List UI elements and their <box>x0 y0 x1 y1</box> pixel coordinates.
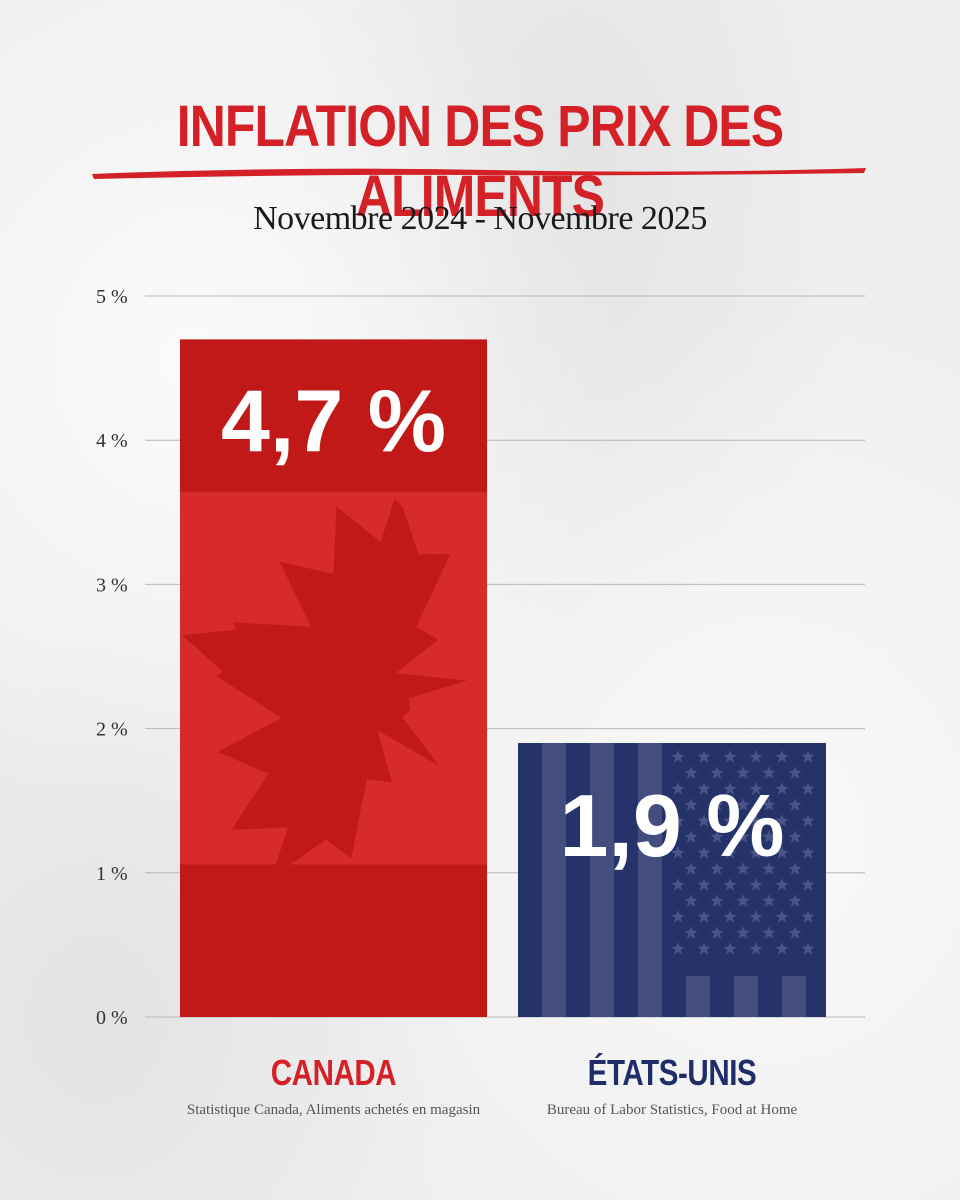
y-tick-label: 4 % <box>96 430 128 452</box>
star-icon <box>736 830 750 843</box>
star-icon <box>775 846 789 859</box>
star-icon <box>723 750 737 763</box>
star-icon <box>775 910 789 923</box>
star-icon <box>788 766 802 779</box>
star-icon <box>762 766 776 779</box>
star-icon <box>710 830 724 843</box>
star-icon <box>762 862 776 875</box>
star-icon <box>710 798 724 811</box>
maple-leaf-icon <box>182 499 468 871</box>
star-icon <box>710 894 724 907</box>
chart-subtitle: Novembre 2024 - Novembre 2025 <box>253 200 707 237</box>
star-icon <box>684 894 698 907</box>
star-icon <box>684 798 698 811</box>
category-label-canada: CANADA <box>270 1052 397 1093</box>
bar-canada <box>180 339 487 1017</box>
y-tick-label: 5 % <box>96 286 128 308</box>
star-icon <box>762 926 776 939</box>
flag-stripe <box>590 743 614 1017</box>
star-icon <box>723 878 737 891</box>
star-icon <box>749 782 763 795</box>
star-icon <box>723 942 737 955</box>
y-tick-label: 1 % <box>96 863 128 885</box>
star-icon <box>775 878 789 891</box>
star-icon <box>684 862 698 875</box>
star-icon <box>762 798 776 811</box>
star-icon <box>710 862 724 875</box>
source-label-canada: Statistique Canada, Aliments achetés en … <box>186 1102 481 1118</box>
star-icon <box>697 910 711 923</box>
star-icon <box>775 942 789 955</box>
star-icon <box>671 910 685 923</box>
star-icon <box>671 878 685 891</box>
star-icon <box>736 798 750 811</box>
star-icon <box>671 814 685 827</box>
star-icon <box>801 910 815 923</box>
star-icon <box>749 814 763 827</box>
star-icon <box>684 766 698 779</box>
title-underline <box>92 168 866 179</box>
source-label-usa: Bureau of Labor Statistics, Food at Home <box>546 1102 798 1118</box>
star-icon <box>723 910 737 923</box>
star-icon <box>736 894 750 907</box>
star-icon <box>801 782 815 795</box>
star-icon <box>801 942 815 955</box>
star-icon <box>723 846 737 859</box>
star-icon <box>697 814 711 827</box>
flag-stripe <box>638 743 662 1017</box>
star-icon <box>801 846 815 859</box>
star-icon <box>697 942 711 955</box>
star-icon <box>801 750 815 763</box>
y-tick-label: 3 % <box>96 574 128 596</box>
star-icon <box>736 862 750 875</box>
star-icon <box>723 814 737 827</box>
star-icon <box>775 814 789 827</box>
star-icon <box>775 782 789 795</box>
star-icon <box>736 766 750 779</box>
star-icon <box>788 830 802 843</box>
star-icon <box>801 814 815 827</box>
bar-usa <box>518 743 826 1017</box>
star-icon <box>697 782 711 795</box>
star-icon <box>801 878 815 891</box>
star-icon <box>710 766 724 779</box>
bar-value-label-usa: 1,9 % <box>559 776 784 875</box>
y-tick-label: 2 % <box>96 719 128 741</box>
star-icon <box>762 894 776 907</box>
star-icon <box>697 846 711 859</box>
star-icon <box>684 830 698 843</box>
star-icon <box>775 750 789 763</box>
star-icon <box>671 750 685 763</box>
star-icon <box>684 926 698 939</box>
bar-value-label-canada: 4,7 % <box>221 371 446 470</box>
star-icon <box>749 846 763 859</box>
category-label-usa: ÉTATS-UNIS <box>587 1052 757 1093</box>
star-icon <box>697 878 711 891</box>
star-icon <box>749 750 763 763</box>
star-icon <box>723 782 737 795</box>
star-icon <box>749 878 763 891</box>
star-icon <box>671 942 685 955</box>
star-icon <box>736 926 750 939</box>
star-icon <box>749 910 763 923</box>
star-icon <box>788 862 802 875</box>
star-icon <box>671 782 685 795</box>
star-icon <box>710 926 724 939</box>
star-icon <box>788 798 802 811</box>
flag-stripe <box>542 743 566 1017</box>
star-icon <box>749 942 763 955</box>
star-icon <box>788 894 802 907</box>
star-icon <box>762 830 776 843</box>
star-icon <box>671 846 685 859</box>
star-icon <box>697 750 711 763</box>
y-tick-label: 0 % <box>96 1007 128 1029</box>
star-icon <box>788 926 802 939</box>
